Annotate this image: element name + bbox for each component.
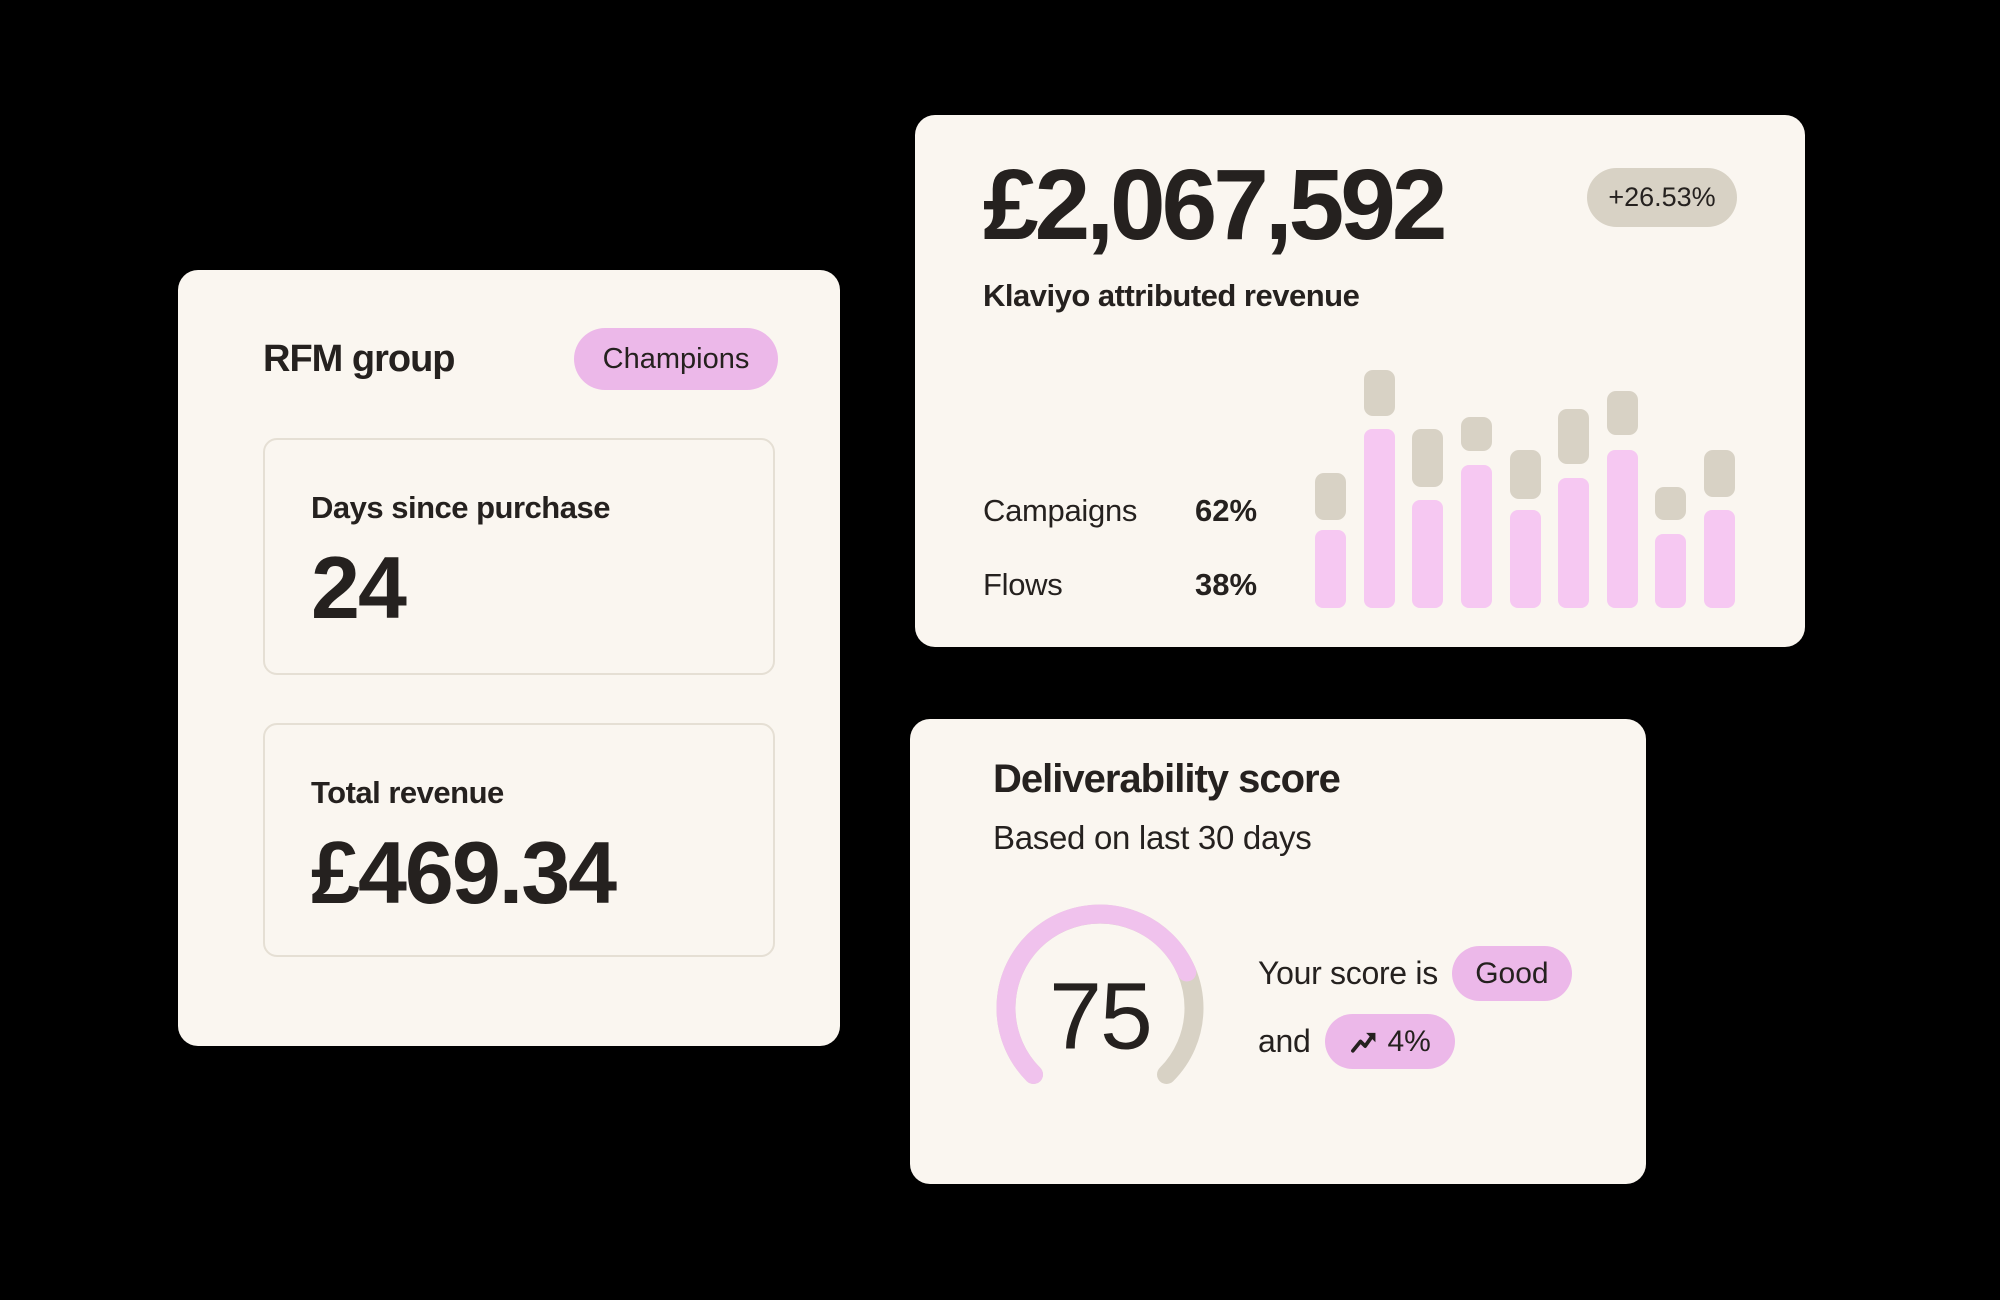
stat-label: Flows bbox=[983, 567, 1063, 602]
score-prefix-text: Your score is bbox=[1258, 955, 1438, 991]
revenue-headline: £2,067,592 bbox=[983, 149, 1447, 261]
bar-column bbox=[1655, 370, 1687, 608]
revenue-change-badge: +26.53% bbox=[1587, 168, 1737, 227]
bar-pink-segment bbox=[1509, 509, 1541, 608]
deliverability-score-card: Deliverability score Based on last 30 da… bbox=[910, 719, 1646, 1184]
bar-column bbox=[1363, 370, 1395, 608]
stat-row-flows: Flows 38% bbox=[983, 567, 1257, 603]
bar-column bbox=[1509, 370, 1541, 608]
bar-pink-segment bbox=[1704, 509, 1735, 608]
bar-pink-segment bbox=[1412, 499, 1444, 608]
metric-value: £469.34 bbox=[311, 823, 617, 922]
revenue-stats: Campaigns 62% Flows 38% bbox=[983, 493, 1257, 641]
revenue-bar-chart bbox=[1315, 370, 1735, 608]
bar-gray-cap bbox=[1315, 473, 1346, 520]
bar-gray-cap bbox=[1558, 409, 1590, 465]
bar-gray-cap bbox=[1655, 487, 1687, 520]
bar-pink-segment bbox=[1558, 478, 1590, 608]
stat-row-campaigns: Campaigns 62% bbox=[983, 493, 1257, 529]
total-revenue-box: Total revenue £469.34 bbox=[263, 723, 775, 957]
bar-column bbox=[1460, 370, 1492, 608]
score-line-1: Your score is Good bbox=[1258, 946, 1572, 1001]
stat-value: 62% bbox=[1195, 493, 1258, 528]
score-gauge: 75 bbox=[990, 898, 1210, 1118]
score-and-text: and bbox=[1258, 1023, 1311, 1059]
bar-gray-cap bbox=[1412, 429, 1444, 488]
deliverability-title: Deliverability score bbox=[993, 757, 1341, 801]
trend-value: 4% bbox=[1387, 1024, 1431, 1058]
rfm-group-card: RFM group Champions Days since purchase … bbox=[178, 270, 840, 1046]
days-since-purchase-box: Days since purchase 24 bbox=[263, 438, 775, 675]
bar-pink-segment bbox=[1655, 533, 1687, 608]
rfm-group-badge: Champions bbox=[574, 328, 778, 390]
stat-label: Campaigns bbox=[983, 493, 1138, 528]
bar-gray-cap bbox=[1606, 390, 1638, 435]
rfm-card-title: RFM group bbox=[263, 337, 456, 380]
score-trend-badge: 4% bbox=[1324, 1014, 1455, 1069]
bar-gray-cap bbox=[1460, 416, 1492, 451]
score-line-2: and 4% bbox=[1258, 1014, 1572, 1069]
bar-pink-segment bbox=[1460, 464, 1492, 608]
bar-gray-cap bbox=[1704, 449, 1735, 498]
metric-label: Days since purchase bbox=[311, 490, 610, 525]
bar-pink-segment bbox=[1315, 529, 1346, 608]
bar-column bbox=[1558, 370, 1590, 608]
gauge-score-value: 75 bbox=[1049, 963, 1153, 1070]
attributed-revenue-card: £2,067,592 +26.53% Klaviyo attributed re… bbox=[915, 115, 1805, 647]
metric-label: Total revenue bbox=[311, 775, 504, 810]
bar-column bbox=[1315, 370, 1346, 608]
metric-value: 24 bbox=[311, 538, 407, 637]
bar-pink-segment bbox=[1363, 429, 1395, 608]
bar-gray-cap bbox=[1363, 370, 1395, 416]
score-rating-badge: Good bbox=[1451, 946, 1572, 1001]
bar-column bbox=[1412, 370, 1444, 608]
trend-up-icon bbox=[1350, 1032, 1375, 1053]
deliverability-subtitle: Based on last 30 days bbox=[993, 819, 1312, 856]
bar-gray-cap bbox=[1509, 449, 1541, 499]
gauge-fill-arc bbox=[996, 904, 1197, 1084]
bar-pink-segment bbox=[1606, 449, 1638, 608]
gauge-arc bbox=[996, 904, 1204, 1084]
bar-column bbox=[1606, 370, 1638, 608]
score-summary: Your score is Good and 4% bbox=[1258, 946, 1572, 1069]
bar-column bbox=[1704, 370, 1735, 608]
stat-value: 38% bbox=[1195, 567, 1258, 602]
revenue-subtitle: Klaviyo attributed revenue bbox=[983, 278, 1360, 313]
rfm-card-header: RFM group Champions bbox=[263, 328, 778, 390]
